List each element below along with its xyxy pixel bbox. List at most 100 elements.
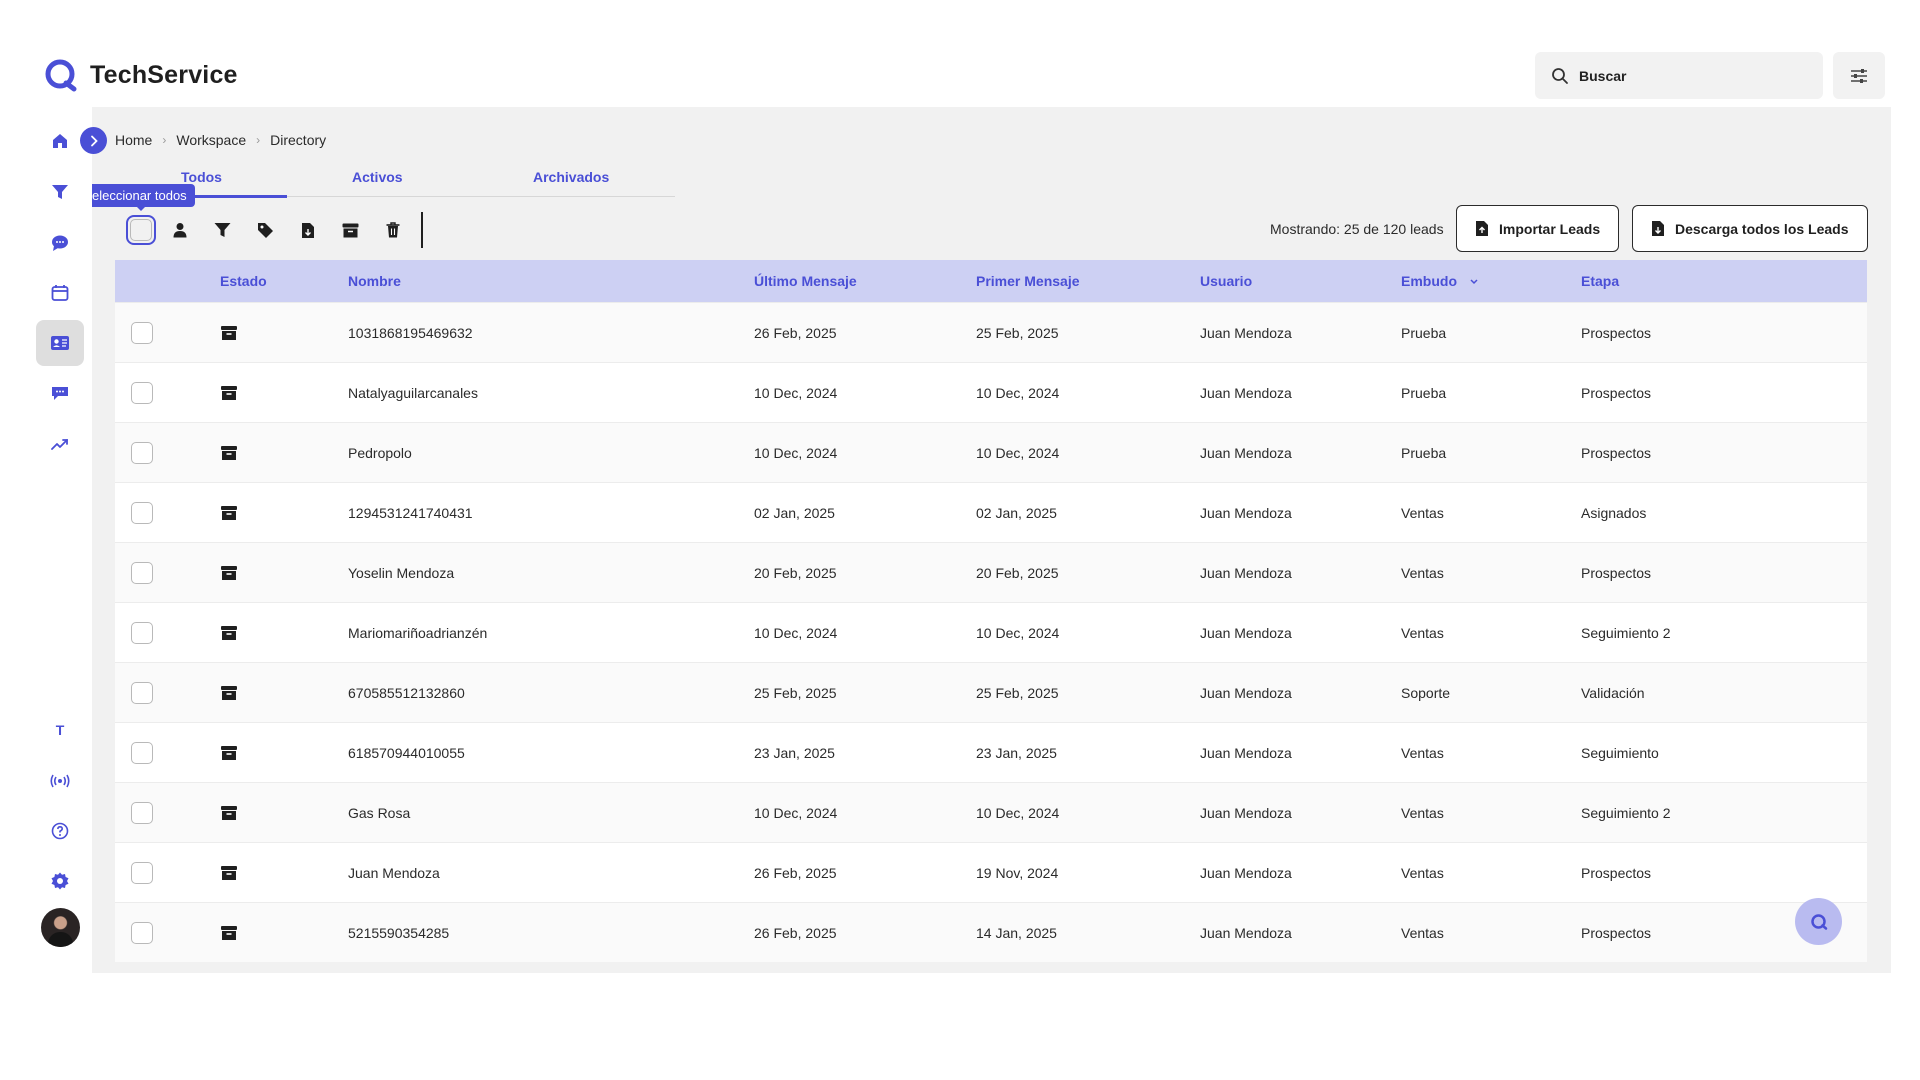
- assign-user-button[interactable]: [170, 220, 190, 240]
- sidebar-item-funnels[interactable]: [36, 169, 84, 215]
- lead-name[interactable]: Mariomariñoadrianzén: [348, 625, 488, 641]
- row-checkbox[interactable]: [131, 742, 153, 764]
- tag-button[interactable]: [255, 220, 275, 240]
- import-leads-button[interactable]: Importar Leads: [1456, 205, 1620, 252]
- row-checkbox[interactable]: [131, 682, 153, 704]
- last-message-date: 10 Dec, 2024: [754, 445, 838, 461]
- delete-button[interactable]: [383, 220, 403, 240]
- archive-status-icon[interactable]: [220, 324, 238, 342]
- last-message-date: 26 Feb, 2025: [754, 325, 837, 341]
- row-checkbox[interactable]: [131, 922, 153, 944]
- sidebar-item-home[interactable]: [36, 118, 84, 164]
- archive-status-icon[interactable]: [220, 564, 238, 582]
- tab-todos[interactable]: Todos: [181, 169, 222, 185]
- column-header-estado[interactable]: Estado: [220, 273, 267, 289]
- sidebar-item-broadcast[interactable]: [36, 758, 84, 804]
- archive-status-icon[interactable]: [220, 684, 238, 702]
- archive-status-icon[interactable]: [220, 384, 238, 402]
- tab-activos[interactable]: Activos: [352, 169, 403, 185]
- breadcrumb-separator: ›: [256, 133, 261, 147]
- chat-bubble-icon: [52, 235, 68, 251]
- sidebar-expand-button[interactable]: [80, 127, 107, 154]
- archive-status-icon[interactable]: [220, 444, 238, 462]
- table-row[interactable]: 618570944010055 23 Jan, 2025 23 Jan, 2025 J…: [115, 722, 1867, 782]
- app-name: TechService: [90, 60, 238, 89]
- table-row[interactable]: 670585512132860 25 Feb, 2025 25 Feb, 2025 J…: [115, 662, 1867, 722]
- table-row[interactable]: Natalyaguilarcanales 10 Dec, 2024 10 Dec, …: [115, 362, 1867, 422]
- sidebar-item-chats[interactable]: [36, 220, 84, 266]
- lead-name[interactable]: 1031868195469632: [348, 325, 473, 341]
- archive-button[interactable]: [340, 220, 360, 240]
- lead-name[interactable]: 5215590354285: [348, 925, 450, 941]
- sidebar-item-help[interactable]: [36, 808, 84, 854]
- stage-name: Prospectos: [1581, 565, 1652, 581]
- sidebar-item-contacts[interactable]: [36, 320, 84, 366]
- table-row[interactable]: 1031868195469632 26 Feb, 2025 25 Feb, 2025…: [115, 302, 1867, 362]
- archive-status-icon[interactable]: [220, 744, 238, 762]
- column-header-primer-mensaje[interactable]: Primer Mensaje: [976, 273, 1080, 289]
- first-message-date: 10 Dec, 2024: [976, 445, 1060, 461]
- sidebar-item-analytics[interactable]: [36, 421, 84, 467]
- assigned-user: Juan Mendoza: [1200, 685, 1292, 701]
- table-row[interactable]: Mariomariñoadrianzén 10 Dec, 2024 10 Dec, …: [115, 602, 1867, 662]
- row-checkbox[interactable]: [131, 502, 153, 524]
- support-chat-button[interactable]: [1795, 898, 1842, 945]
- column-header-usuario[interactable]: Usuario: [1200, 273, 1253, 289]
- table-row[interactable]: Pedropolo 10 Dec, 2024 10 Dec, 2024 Juan Me…: [115, 422, 1867, 482]
- archive-status-icon[interactable]: [220, 924, 238, 942]
- row-checkbox[interactable]: [131, 442, 153, 464]
- table-row[interactable]: Juan Mendoza 26 Feb, 2025 19 Nov, 2024 Juan…: [115, 842, 1867, 902]
- search-input[interactable]: Buscar: [1535, 52, 1823, 99]
- assigned-user: Juan Mendoza: [1200, 565, 1292, 581]
- lead-name[interactable]: Juan Mendoza: [348, 865, 440, 881]
- filter-settings-button[interactable]: [1833, 52, 1885, 99]
- lead-name[interactable]: 618570944010055: [348, 745, 465, 761]
- lead-name[interactable]: Pedropolo: [348, 445, 412, 461]
- lead-name[interactable]: 1294531241740431: [348, 505, 473, 521]
- lead-name[interactable]: 670585512132860: [348, 685, 465, 701]
- download-all-leads-label: Descarga todos los Leads: [1675, 220, 1849, 237]
- archive-status-icon[interactable]: [220, 864, 238, 882]
- row-checkbox[interactable]: [131, 862, 153, 884]
- archive-status-icon[interactable]: [220, 504, 238, 522]
- breadcrumb-directory[interactable]: Directory: [270, 132, 327, 148]
- table-row[interactable]: 1294531241740431 02 Jan, 2025 02 Jan, 2025…: [115, 482, 1867, 542]
- row-checkbox[interactable]: [131, 322, 153, 344]
- column-header-embudo[interactable]: Embudo: [1401, 273, 1479, 289]
- archive-status-icon[interactable]: [220, 804, 238, 822]
- first-message-date: 10 Dec, 2024: [976, 625, 1060, 641]
- row-checkbox[interactable]: [131, 622, 153, 644]
- sidebar-item-messages[interactable]: [36, 370, 84, 416]
- tab-archivados[interactable]: Archivados: [533, 169, 610, 185]
- table-row[interactable]: Yoselin Mendoza 20 Feb, 2025 20 Feb, 2025 J…: [115, 542, 1867, 602]
- breadcrumb-home[interactable]: Home: [115, 132, 153, 148]
- select-all-checkbox[interactable]: [126, 215, 156, 245]
- funnel-name: Soporte: [1401, 685, 1451, 701]
- column-header-ultimo-mensaje[interactable]: Último Mensaje: [754, 273, 857, 289]
- change-funnel-button[interactable]: [212, 220, 232, 240]
- download-all-leads-button[interactable]: Descarga todos los Leads: [1632, 205, 1868, 252]
- table-row[interactable]: Gas Rosa 10 Dec, 2024 10 Dec, 2024 Juan Men…: [115, 782, 1867, 842]
- column-header-nombre[interactable]: Nombre: [348, 273, 401, 289]
- app-logo[interactable]: TechService: [44, 58, 238, 92]
- row-checkbox[interactable]: [131, 802, 153, 824]
- breadcrumb-workspace[interactable]: Workspace: [176, 132, 247, 148]
- row-checkbox[interactable]: [131, 382, 153, 404]
- first-message-date: 10 Dec, 2024: [976, 385, 1060, 401]
- sidebar-item-settings[interactable]: [36, 858, 84, 904]
- lead-name[interactable]: Natalyaguilarcanales: [348, 385, 478, 401]
- user-avatar[interactable]: [41, 908, 80, 947]
- lead-name[interactable]: Yoselin Mendoza: [348, 565, 455, 581]
- lead-name[interactable]: Gas Rosa: [348, 805, 411, 821]
- first-message-date: 23 Jan, 2025: [976, 745, 1057, 761]
- table-row[interactable]: 5215590354285 26 Feb, 2025 14 Jan, 2025 Jua…: [115, 902, 1867, 962]
- archive-status-icon[interactable]: [220, 624, 238, 642]
- export-button[interactable]: [298, 220, 318, 240]
- chevron-down-icon: [1470, 279, 1478, 285]
- column-header-etapa[interactable]: Etapa: [1581, 273, 1620, 289]
- row-checkbox[interactable]: [131, 562, 153, 584]
- funnel-icon: [52, 185, 68, 199]
- funnel-name: Ventas: [1401, 925, 1444, 941]
- sidebar-item-text[interactable]: T: [36, 707, 84, 753]
- sidebar-item-calendar[interactable]: [36, 270, 84, 316]
